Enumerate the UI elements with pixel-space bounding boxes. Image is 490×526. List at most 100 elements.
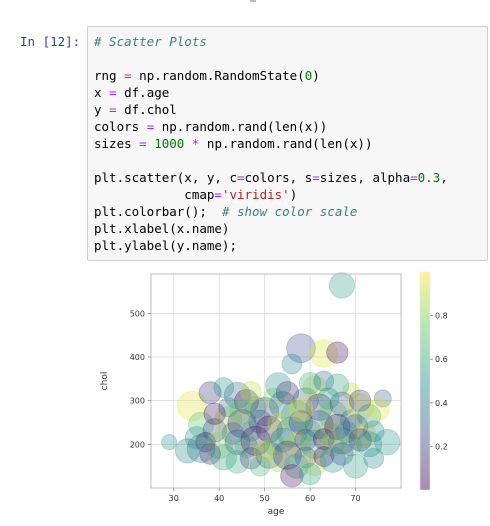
x-tick-label: 60 (305, 494, 315, 503)
code-token: # show color scale (221, 204, 358, 219)
code-token: plt.scatter(x, y, c (94, 170, 237, 185)
code-token: sizes, alpha (319, 170, 411, 185)
x-tick-label: 50 (260, 494, 270, 503)
code-token: = (237, 170, 245, 185)
code-token: 0 (304, 68, 313, 83)
code-token: colors, s (244, 170, 313, 185)
scatter-point (305, 393, 333, 421)
code-line: rng = np.random.RandomState(0) (94, 68, 320, 83)
scatter-point (302, 451, 327, 476)
scatter-point (234, 435, 258, 459)
scatter-point (356, 431, 383, 458)
scatter-point (346, 393, 374, 421)
scatter-point (244, 396, 267, 419)
x-tick-label: 40 (214, 494, 224, 503)
code-token: np.random.RandomState( (131, 68, 305, 83)
code-line: plt.xlabel(x.name) (94, 221, 229, 236)
code-line: colors = np.random.rand(len(x)) (94, 119, 327, 134)
code-token: = (146, 119, 155, 134)
scatter-point (298, 462, 322, 486)
code-token: # Scatter Plots (94, 34, 207, 49)
scatter-point (309, 339, 338, 368)
scatter-point (249, 455, 271, 477)
scatter-point (280, 400, 313, 432)
code-token: np.random.rand(len(x)) (199, 136, 373, 151)
scatter-point (188, 411, 214, 438)
code-token (184, 136, 192, 151)
scatter-point (352, 423, 377, 448)
code-token: plt.ylabel(y.name); (94, 238, 237, 253)
scatter-point (272, 440, 302, 470)
scatter-point (198, 381, 222, 405)
code-token: df.chol (116, 102, 177, 117)
colorbar-tick-label: 0.2 (435, 442, 448, 451)
scatter-point (276, 416, 308, 448)
scatter-point (205, 431, 234, 460)
code-editor[interactable]: # Scatter Plots rng = np.random.RandomSt… (87, 26, 488, 261)
colorbar (419, 271, 431, 491)
code-token: 1000 (154, 136, 185, 151)
scatter-point (335, 420, 358, 444)
scatter-point (240, 425, 271, 456)
scatter-point (304, 410, 334, 440)
scatter-point (240, 420, 262, 442)
scatter-points (161, 272, 401, 488)
code-token: = (109, 85, 117, 100)
scatter-point (195, 431, 216, 453)
scatter-point (292, 387, 319, 414)
code-token: ) (289, 187, 298, 202)
x-tick-label: 70 (350, 494, 360, 503)
scatter-point (240, 381, 262, 403)
code-token: = (139, 136, 147, 151)
scatter-point (313, 370, 335, 392)
scatter-point (239, 447, 263, 470)
scatter-point (316, 421, 340, 446)
code-token: 'viridis' (221, 187, 290, 202)
code-line: x = df.age (94, 85, 169, 100)
y-axis-ticks: 200 300 400 500 (130, 309, 151, 449)
scatter-point (266, 449, 290, 473)
scatter-point (203, 402, 226, 425)
code-token: 0.3 (417, 170, 441, 185)
colorbar-tick-label: 0.4 (435, 399, 448, 408)
scatter-point (325, 373, 350, 398)
scatter-point (340, 409, 362, 432)
y-tick-label: 200 (130, 440, 145, 449)
scatter-point (374, 429, 401, 456)
scatter-point (270, 427, 296, 453)
scatter-point (302, 375, 327, 400)
input-prompt: In [12]: (20, 34, 81, 49)
scatter-point (326, 341, 349, 364)
code-text[interactable]: # Scatter Plots rng = np.random.RandomSt… (94, 33, 448, 254)
scatter-point (199, 443, 221, 465)
code-token: = (214, 187, 222, 202)
code-line: plt.scatter(x, y, c=colors, s=sizes, alp… (94, 170, 448, 185)
scatter-point (313, 446, 335, 467)
scatter-point (312, 428, 335, 450)
code-line: # Scatter Plots (94, 34, 207, 49)
scatter-point (286, 333, 316, 364)
scatter-point (299, 419, 321, 442)
scatter-point (176, 390, 207, 421)
scatter-point (288, 410, 314, 435)
scatter-point (161, 434, 178, 451)
code-line: sizes = 1000 * np.random.rand(len(x)) (94, 136, 372, 151)
scatter-point (319, 446, 346, 473)
code-token: , (440, 170, 448, 185)
scatter-point (329, 391, 355, 417)
scatter-point (357, 403, 382, 428)
code-token: colors (94, 119, 147, 134)
code-token: ) (312, 68, 320, 83)
scatter-point (227, 408, 257, 438)
scatter-point (250, 397, 280, 427)
scatter-point (253, 440, 276, 462)
scatter-point (275, 381, 300, 405)
scatter-point (213, 377, 235, 398)
code-line: cmap='viridis') (94, 187, 297, 202)
scatter-point (342, 414, 369, 440)
scatter-point (280, 464, 304, 488)
scatter-point (223, 381, 251, 409)
code-token: = (124, 68, 132, 83)
